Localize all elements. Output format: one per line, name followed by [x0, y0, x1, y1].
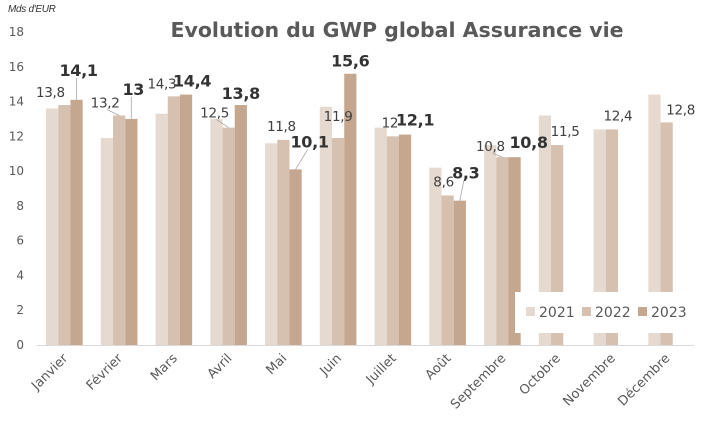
bar-2021-11 [648, 94, 661, 345]
bar-2022-1 [113, 115, 126, 345]
legend-label-2022: 2022 [595, 305, 631, 321]
data-label-2023: 14,1 [59, 61, 97, 80]
bar-2022-11 [660, 122, 673, 345]
x-tick-label: Juillet [363, 351, 400, 388]
data-label-2022: 12,5 [200, 106, 229, 122]
bar-2023-7 [453, 200, 466, 345]
data-label-2023: 14,4 [173, 72, 211, 91]
legend: 2021 2022 2023 [515, 292, 701, 333]
bar-2021-5 [319, 106, 333, 346]
data-label-2023: 13,8 [222, 84, 260, 103]
legend-swatch-2023 [638, 307, 647, 316]
y-tick-label: 2 [16, 303, 24, 317]
y-axis-unit-label: Mds d'EUR [8, 4, 56, 15]
chart-title: Evolution du GWP global Assurance vie [170, 18, 623, 42]
leader-line [492, 152, 503, 158]
y-tick-label: 18 [9, 25, 24, 39]
x-tick-label: Novembre [561, 351, 619, 409]
leader-line [106, 109, 120, 116]
x-tick-label: Avril [205, 351, 236, 382]
data-label-2023: 10,8 [509, 133, 547, 152]
data-label-2022: 13,8 [36, 85, 65, 101]
bar-2022-5 [332, 138, 345, 345]
y-tick-label: 8 [16, 199, 24, 213]
bar-2021-8 [484, 145, 497, 345]
x-axis: Janvier Février Mars Avril Mai Juin Juillet Aoû… [28, 351, 673, 413]
data-label-2022: 11,8 [267, 119, 296, 135]
bar-2023-0 [70, 99, 83, 345]
data-label-2022: 11,5 [551, 124, 580, 140]
data-label-2023: 15,6 [331, 52, 369, 71]
data-label-2022: 11,9 [324, 109, 353, 125]
data-label-2022: 12,8 [666, 102, 695, 118]
legend-label-2023: 2023 [651, 305, 687, 321]
bar-2021-6 [374, 127, 387, 345]
x-tick-label: Février [84, 351, 127, 394]
data-label-2022: 14,3 [147, 76, 176, 92]
bar-2022-6 [386, 136, 399, 345]
bar-2021-4 [265, 143, 278, 345]
bar-2021-3 [210, 118, 223, 345]
bar-2022-8 [496, 157, 509, 345]
y-tick-label: 6 [16, 234, 24, 248]
bar-2023-2 [179, 94, 193, 345]
bar-2021-10 [593, 129, 606, 345]
bar-2022-0 [58, 105, 71, 345]
bar-2023-4 [289, 169, 302, 345]
data-label-2023: 8,3 [452, 164, 479, 183]
leader-lines [76, 77, 503, 201]
x-tick-label: Octobre [517, 351, 564, 398]
data-label-2022: 8,6 [433, 175, 454, 191]
bar-2022-10 [605, 129, 618, 345]
bar-2022-4 [277, 139, 290, 345]
legend-label-2021: 2021 [539, 305, 575, 321]
leader-line [295, 149, 308, 170]
x-tick-label: Mai [264, 351, 291, 378]
bar-2021-9 [538, 115, 552, 345]
bar-2021-7 [429, 167, 442, 345]
bar-2023-3 [234, 105, 247, 345]
data-label-2022: 12,4 [603, 108, 632, 124]
x-tick-label: Septembre [448, 351, 509, 412]
bar-2022-3 [222, 127, 235, 345]
y-tick-label: 14 [9, 95, 24, 109]
y-tick-label: 12 [9, 129, 24, 143]
y-tick-label: 16 [9, 60, 24, 74]
data-label-2023: 10,1 [290, 132, 328, 151]
bars [46, 73, 673, 346]
bar-2021-1 [100, 138, 114, 345]
x-tick-label: Mars [148, 351, 181, 384]
bar-2021-0 [46, 108, 59, 345]
data-labels: 13,8 14,1 13,213 14,314,4 12,5 13,8 11,810,1 11… [36, 52, 695, 191]
data-label-2022: 13,2 [91, 96, 120, 112]
y-tick-label: 0 [16, 338, 24, 352]
x-tick-label: Août [423, 351, 455, 383]
data-label-2022: 10,8 [476, 139, 505, 155]
x-tick-label: Décembre [615, 351, 673, 409]
y-tick-label: 10 [9, 164, 24, 178]
legend-swatch-2022 [582, 307, 591, 316]
data-label-2023: 13 [122, 80, 144, 99]
y-axis: 0 2 4 6 8 10 12 14 16 18 [9, 25, 24, 352]
x-tick-label: Juin [317, 351, 345, 379]
bar-2023-6 [398, 134, 412, 345]
bar-2022-7 [441, 195, 454, 345]
legend-box [515, 292, 701, 333]
bar-2021-2 [155, 113, 168, 345]
bar-2023-5 [344, 73, 357, 345]
legend-swatch-2021 [526, 307, 535, 316]
data-label-2022: 12 [382, 115, 399, 131]
bar-2023-1 [125, 118, 138, 345]
x-tick-label: Janvier [28, 351, 71, 394]
y-tick-label: 4 [16, 268, 24, 282]
bar-2022-2 [167, 96, 180, 345]
leader-line [459, 180, 465, 201]
data-label-2023: 12,1 [396, 111, 434, 130]
leader-line [216, 119, 229, 128]
